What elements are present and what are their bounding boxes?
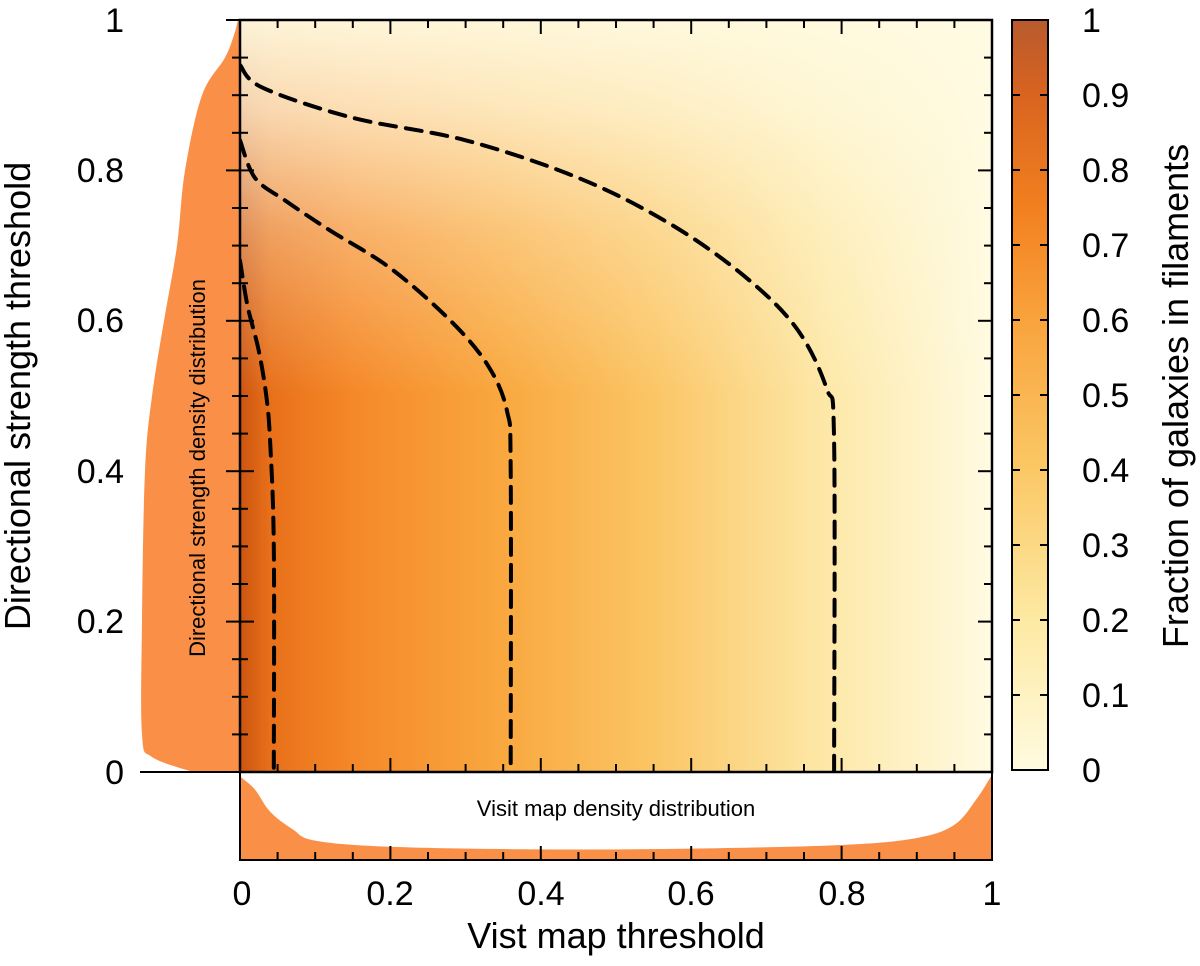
y-tick-label: 0.8 bbox=[77, 152, 124, 190]
y-tick-label: 0.2 bbox=[77, 603, 124, 641]
axis-ticks bbox=[140, 19, 993, 860]
y-tick-labels: 0 0.2 0.4 0.6 0.8 1 bbox=[77, 2, 124, 792]
x-tick-labels: 0 0.2 0.4 0.6 0.8 1 bbox=[233, 875, 1002, 913]
colorbar-tick-label: 0.8 bbox=[1082, 152, 1129, 190]
x-tick-label: 1 bbox=[983, 875, 1002, 913]
contour-inner bbox=[240, 258, 277, 772]
y-tick-label: 1 bbox=[105, 2, 124, 40]
colorbar-tick-label: 0.6 bbox=[1082, 302, 1129, 340]
heatmap bbox=[240, 20, 992, 772]
colorbar-tick-label: 0.3 bbox=[1082, 527, 1129, 565]
marginal-y-label: Directional strength density distributio… bbox=[185, 279, 210, 657]
colorbar-tick-label: 0.4 bbox=[1082, 452, 1129, 490]
y-axis-label: Directional strength threshold bbox=[0, 162, 38, 630]
colorbar-tick-label: 0.9 bbox=[1082, 77, 1129, 115]
marginal-y-plot: Directional strength density distributio… bbox=[141, 20, 240, 772]
marginal-x-density-area bbox=[240, 774, 992, 860]
x-tick-label: 0.4 bbox=[517, 875, 564, 913]
marginal-y-density-area bbox=[141, 20, 240, 772]
marginal-x-plot: Visit map density distribution bbox=[239, 771, 993, 861]
colorbar-ticks bbox=[1012, 19, 1048, 771]
colorbar-tick-labels: 0 0.1 0.2 0.3 0.4 0.5 0.6 0.7 0.8 0.9 1 bbox=[1082, 2, 1129, 790]
x-tick-label: 0 bbox=[233, 875, 252, 913]
colorbar-tick-label: 0.5 bbox=[1082, 377, 1129, 415]
colorbar-tick-label: 0 bbox=[1082, 752, 1101, 790]
colorbar-tick-label: 0.1 bbox=[1082, 677, 1129, 715]
x-tick-label: 0.6 bbox=[667, 875, 714, 913]
x-tick-label: 0.8 bbox=[818, 875, 865, 913]
y-tick-label: 0 bbox=[105, 754, 124, 792]
colorbar-label: Fraction of galaxies in filaments bbox=[1155, 144, 1196, 648]
colorbar-tick-label: 0.7 bbox=[1082, 227, 1129, 265]
heatmap-overlay bbox=[240, 20, 992, 772]
colorbar-tick-label: 0.2 bbox=[1082, 602, 1129, 640]
contour-lines bbox=[240, 63, 837, 772]
contour-middle bbox=[240, 138, 513, 772]
marginal-x-label: Visit map density distribution bbox=[477, 796, 755, 821]
x-tick-label: 0.2 bbox=[366, 875, 413, 913]
x-axis-label: Vist map threshold bbox=[467, 915, 765, 956]
y-tick-label: 0.6 bbox=[77, 302, 124, 340]
y-tick-label: 0.4 bbox=[77, 453, 124, 491]
colorbar-tick-label: 1 bbox=[1082, 2, 1101, 40]
colorbar: 0 0.1 0.2 0.3 0.4 0.5 0.6 0.7 0.8 0.9 1 … bbox=[1011, 2, 1196, 790]
